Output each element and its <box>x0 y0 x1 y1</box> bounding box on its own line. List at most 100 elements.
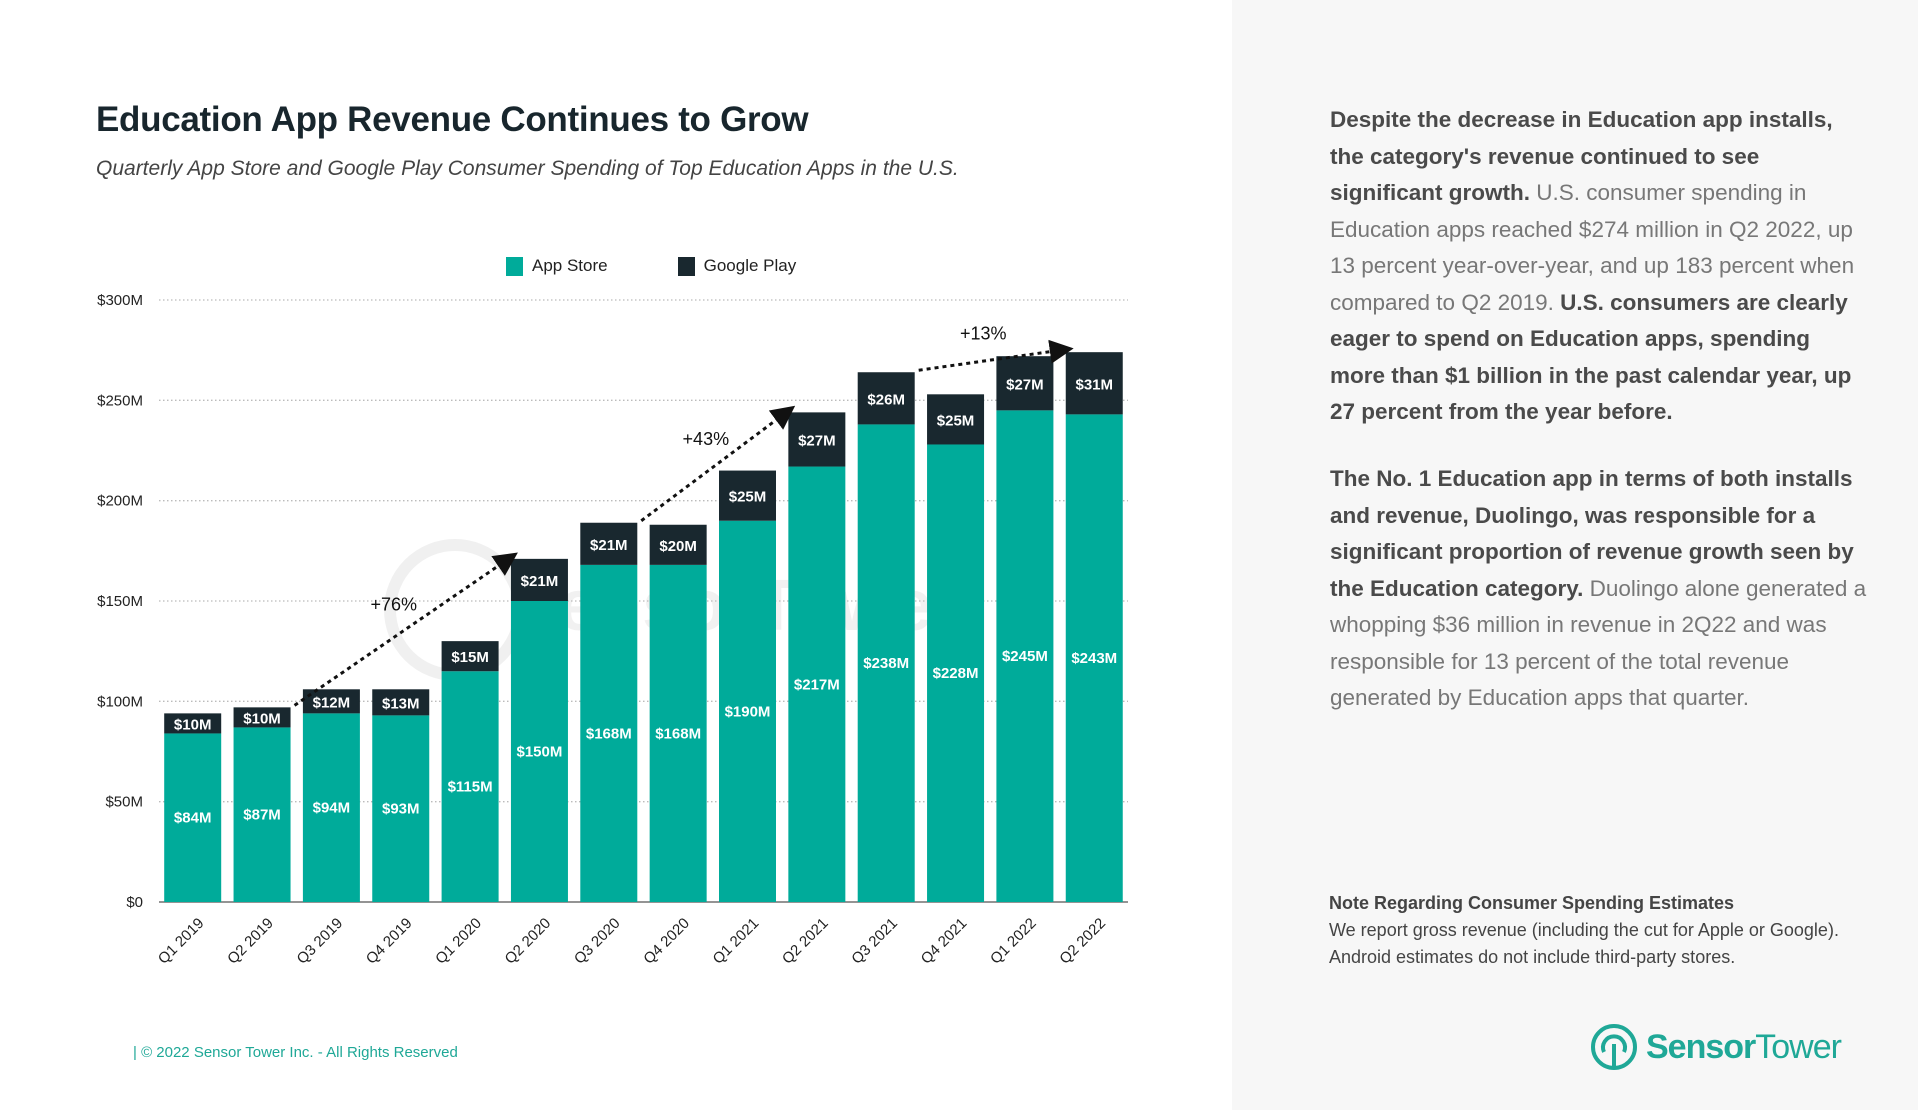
y-tick-label: $50M <box>105 794 143 811</box>
growth-label: +13% <box>960 324 1007 344</box>
data-label-app-store: $93M <box>382 801 420 818</box>
x-tick-label: Q3 2021 <box>848 915 901 968</box>
bar-google-play <box>302 689 360 714</box>
logo-text: SensorTower <box>1646 1027 1842 1066</box>
y-tick-label: $0 <box>126 894 143 911</box>
data-label-app-store: $94M <box>313 800 351 817</box>
commentary-panel <box>1232 0 1918 1110</box>
copyright-footer: | © 2022 Sensor Tower Inc. - All Rights … <box>133 1044 458 1061</box>
legend-item-google-play: Google Play <box>677 256 797 276</box>
x-tick-label: Q2 2019 <box>224 915 277 968</box>
bar-app-store <box>719 520 776 902</box>
x-tick-label: Q3 2020 <box>571 915 624 968</box>
data-label-app-store: $243M <box>1071 650 1117 667</box>
sensor-tower-logo-icon <box>1591 1024 1637 1070</box>
growth-label: +76% <box>370 595 417 615</box>
data-label-app-store: $84M <box>174 810 212 827</box>
data-label-app-store: $168M <box>655 725 701 742</box>
data-label-app-store: $245M <box>1002 648 1048 665</box>
data-label-google-play: $21M <box>521 573 559 590</box>
bar-app-store <box>927 444 985 902</box>
data-label-google-play: $10M <box>174 716 212 733</box>
x-tick-label: Q2 2021 <box>779 915 832 968</box>
x-tick-label: Q1 2021 <box>710 915 763 968</box>
sensor-tower-logo: SensorTower <box>1590 1022 1842 1072</box>
bar-google-play <box>649 524 707 565</box>
data-label-app-store: $217M <box>794 676 840 693</box>
y-tick-label: $100M <box>97 693 143 710</box>
data-label-google-play: $31M <box>1075 376 1113 393</box>
bar-google-play <box>372 689 430 716</box>
bar-google-play <box>164 713 222 734</box>
data-label-google-play: $13M <box>382 695 420 712</box>
data-label-google-play: $15M <box>451 649 489 666</box>
bar-app-store <box>857 424 915 902</box>
bar-app-store <box>372 715 430 902</box>
x-tick-label: Q1 2019 <box>155 915 208 968</box>
para-text: U.S. consumer spending in Education apps… <box>1330 180 1855 315</box>
bar-app-store <box>649 564 707 902</box>
bar-app-store <box>996 410 1054 902</box>
data-label-google-play: $27M <box>798 432 836 449</box>
data-label-app-store: $115M <box>448 779 493 796</box>
data-label-google-play: $20M <box>659 538 697 555</box>
note-body: We report gross revenue (including the c… <box>1329 920 1839 967</box>
x-tick-label: Q4 2021 <box>918 915 971 968</box>
bar-app-store <box>441 671 499 902</box>
bar-google-play <box>857 372 915 425</box>
bar-app-store <box>164 733 222 902</box>
y-tick-label: $150M <box>97 593 143 610</box>
data-label-google-play: $27M <box>1006 376 1044 393</box>
bar-google-play <box>719 470 776 521</box>
data-label-google-play: $25M <box>729 489 767 506</box>
bar-app-store <box>510 601 568 902</box>
legend-label: App Store <box>532 256 608 275</box>
x-tick-label: Q2 2022 <box>1056 915 1109 968</box>
data-label-app-store: $228M <box>933 665 979 682</box>
page-title: Education App Revenue Continues to Grow <box>96 100 809 139</box>
y-tick-label: $200M <box>97 493 143 510</box>
chart-panel: Education App Revenue Continues to Grow … <box>96 100 1128 1061</box>
data-label-google-play: $10M <box>243 710 281 727</box>
x-tick-label: Q1 2022 <box>987 915 1040 968</box>
growth-arrow <box>918 339 1074 372</box>
legend-item-app-store: App Store <box>506 256 608 276</box>
data-label-app-store: $238M <box>863 655 909 672</box>
data-label-app-store: $190M <box>725 703 771 720</box>
y-tick-label: $300M <box>97 292 143 309</box>
bar-app-store <box>302 713 360 902</box>
data-label-google-play: $21M <box>590 537 628 554</box>
x-tick-label: Q4 2019 <box>363 915 416 968</box>
para-bold: U.S. consumers are clearly eager to spen… <box>1330 289 1852 425</box>
bar-google-play <box>580 522 638 565</box>
commentary-paragraph-1: Despite the decrease in Education app in… <box>1330 102 1870 431</box>
para-bold: The No. 1 Education app in terms of both… <box>1330 466 1854 601</box>
bar-app-store <box>580 564 638 902</box>
legend-label: Google Play <box>703 256 797 275</box>
data-label-google-play: $25M <box>937 412 975 429</box>
bar-google-play <box>996 356 1054 411</box>
page-subtitle: Quarterly App Store and Google Play Cons… <box>96 157 959 180</box>
legend-swatch-google-play <box>677 256 695 276</box>
bar-app-store <box>1065 414 1123 902</box>
x-tick-label: Q2 2020 <box>502 915 555 968</box>
data-label-app-store: $87M <box>243 807 281 824</box>
x-tick-label: Q4 2020 <box>640 915 693 968</box>
data-label-google-play: $26M <box>867 391 905 408</box>
bar-google-play <box>233 707 291 728</box>
x-tick-label: Q3 2019 <box>294 915 347 968</box>
chart-legend: App Store Google Play <box>506 256 796 276</box>
data-label-google-play: $12M <box>313 694 351 711</box>
spending-note: Note Regarding Consumer Spending Estimat… <box>1329 890 1889 971</box>
bar-google-play <box>441 641 499 672</box>
data-label-app-store: $168M <box>586 725 632 742</box>
growth-label: +43% <box>683 429 730 449</box>
bar-google-play <box>927 394 985 445</box>
para-text: Duolingo alone generated a whopping $36 … <box>1330 575 1867 711</box>
bar-app-store <box>788 466 846 902</box>
x-tick-label: Q1 2020 <box>432 915 485 968</box>
para-bold: Despite the decrease in Education app in… <box>1330 107 1833 205</box>
bar-google-play <box>510 558 568 601</box>
commentary-paragraph-2: The No. 1 Education app in terms of both… <box>1330 461 1870 717</box>
bar-app-store <box>233 727 291 902</box>
